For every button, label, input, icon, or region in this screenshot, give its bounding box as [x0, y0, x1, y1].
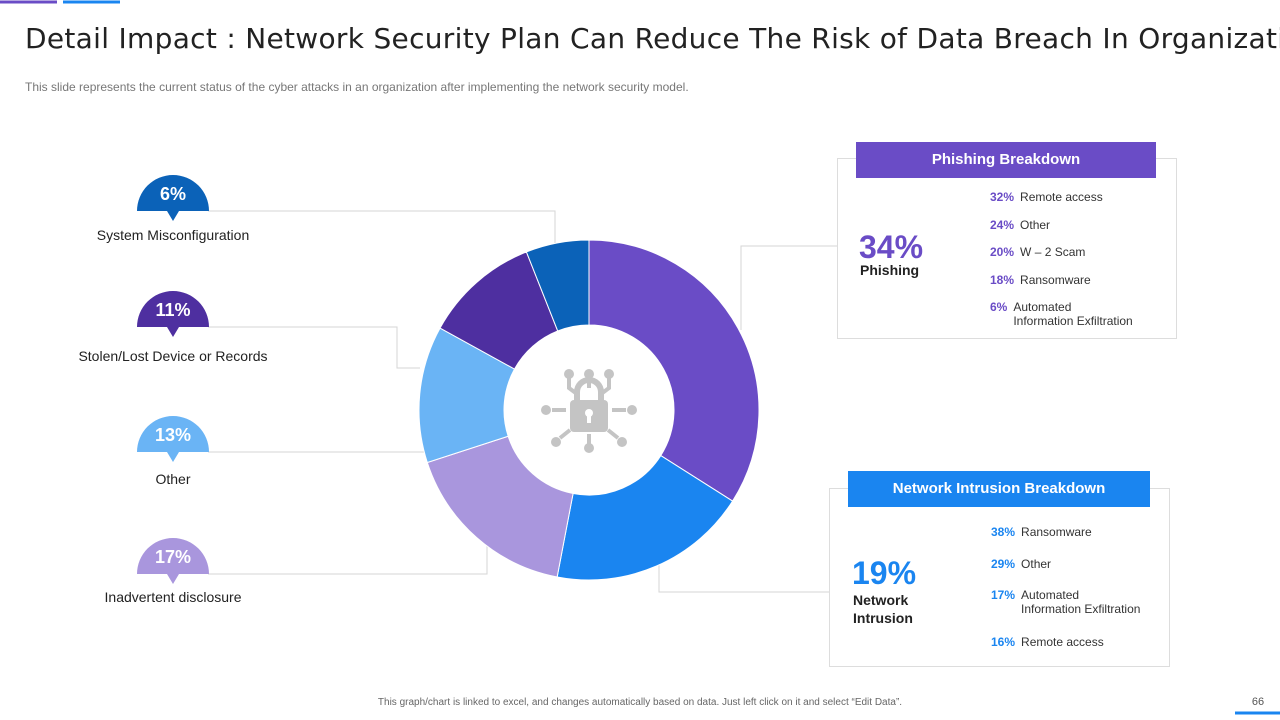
item-value: 24% — [990, 218, 1015, 232]
footer-note: This graph/chart is linked to excel, and… — [377, 697, 903, 708]
callout-bubble — [137, 416, 209, 462]
item-label: W – 2 Scam — [1020, 245, 1086, 259]
item-value: 32% — [990, 190, 1015, 204]
lock-icon — [541, 369, 637, 453]
item-value: 20% — [990, 245, 1015, 259]
donut — [418, 239, 760, 581]
item-label: Ransomware — [1020, 273, 1091, 287]
item-value: 29% — [991, 557, 1016, 571]
item-value: 6% — [990, 300, 1008, 314]
breakdown-item: 29% Other — [991, 557, 1051, 571]
item-value: 17% — [991, 588, 1016, 602]
breakdown-item: 32% Remote access — [990, 190, 1103, 204]
category-label: System Misconfiguration — [96, 227, 250, 243]
segment-value: 34% — [858, 229, 924, 265]
callout-value: 6% — [160, 184, 186, 204]
title: Detail Impact : Network Security Plan Ca… — [25, 22, 1280, 55]
phishing-box — [837, 158, 1177, 339]
page-number: 66 — [1251, 696, 1265, 708]
item-value: 16% — [991, 635, 1016, 649]
callout-bubble — [137, 538, 209, 584]
breakdown-item: 17% Automated Information Exfiltration — [991, 588, 1140, 616]
item-label: Automated Information Exfiltration — [1021, 588, 1141, 616]
item-label: Other — [1021, 557, 1052, 571]
breakdown-item: 24% Other — [990, 218, 1050, 232]
item-label: Ransomware — [1021, 525, 1092, 539]
breakdown-item: 16% Remote access — [991, 635, 1104, 649]
breakdown-item: 6% Automated Information Exfiltration — [990, 300, 1133, 328]
network-box — [829, 488, 1170, 667]
box-title: Network Intrusion Breakdown — [848, 471, 1150, 507]
callout-bubble — [137, 291, 209, 337]
segment-name: Phishing — [860, 262, 920, 278]
callout-bubble — [137, 175, 209, 221]
breakdown-item: 18% Ransomware — [990, 273, 1091, 287]
segment-name: Network Intrusion — [853, 592, 913, 626]
box-title: Phishing Breakdown — [856, 142, 1156, 178]
category-label: Stolen/Lost Device or Records — [78, 348, 268, 364]
callout-value: 17% — [155, 547, 191, 567]
subtitle: This slide represents the current status… — [25, 80, 689, 94]
category-label: Inadvertent disclosure — [104, 589, 242, 605]
callout-value: 11% — [155, 300, 190, 320]
breakdown-item: 20% W – 2 Scam — [990, 245, 1085, 259]
item-label: Automated Information Exfiltration — [1013, 300, 1133, 328]
item-value: 38% — [991, 525, 1016, 539]
segment-value: 19% — [851, 555, 917, 591]
item-label: Other — [1020, 218, 1051, 232]
callout-value: 13% — [155, 425, 191, 445]
item-label: Remote access — [1021, 635, 1104, 649]
item-value: 18% — [990, 273, 1015, 287]
category-label: Other — [155, 471, 191, 487]
breakdown-item: 38% Ransomware — [991, 525, 1092, 539]
item-label: Remote access — [1020, 190, 1103, 204]
